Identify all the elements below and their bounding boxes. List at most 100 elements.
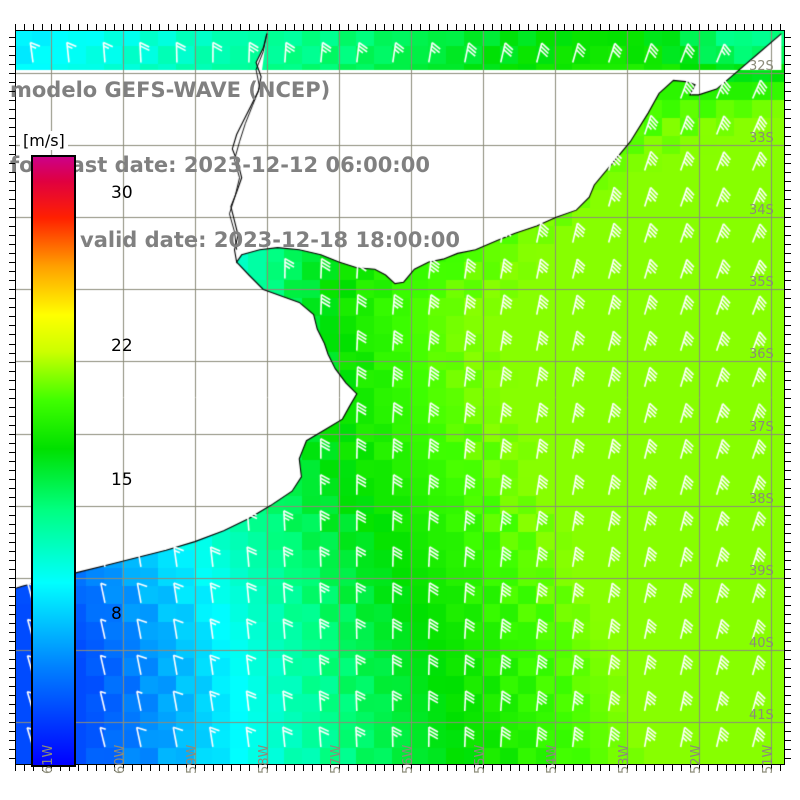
axis-tick	[428, 765, 430, 771]
axis-tick	[9, 667, 15, 669]
lat-axis-label: 38S	[749, 491, 774, 507]
axis-tick	[9, 721, 15, 723]
axis-tick	[374, 24, 376, 30]
axis-tick	[785, 721, 791, 723]
axis-tick	[785, 550, 791, 552]
axis-tick	[9, 424, 15, 426]
axis-tick	[194, 765, 196, 771]
axis-tick	[590, 24, 592, 30]
axis-tick	[707, 24, 709, 30]
axis-tick	[785, 622, 791, 624]
axis-tick	[455, 765, 457, 771]
axis-tick	[785, 451, 791, 453]
axis-tick	[785, 361, 791, 363]
axis-tick	[9, 118, 15, 120]
axis-tick	[785, 82, 791, 84]
axis-tick	[9, 703, 15, 705]
axis-tick	[9, 55, 15, 57]
axis-tick	[87, 765, 88, 771]
colorbar-units-label: [m/s]	[20, 131, 68, 150]
axis-tick	[9, 163, 15, 165]
axis-tick	[9, 361, 15, 363]
axis-tick	[140, 765, 142, 771]
map-plot-area[interactable]	[15, 30, 785, 765]
lon-axis-label: 55W	[472, 744, 488, 774]
axis-tick	[689, 765, 691, 771]
lon-axis-label: 60W	[112, 744, 128, 774]
axis-tick	[572, 765, 574, 771]
axis-tick	[356, 765, 358, 771]
axis-tick	[9, 334, 15, 336]
axis-tick	[60, 765, 61, 771]
axis-tick	[33, 24, 34, 30]
axis-tick	[365, 765, 367, 771]
axis-tick	[527, 24, 529, 30]
axis-tick	[734, 765, 736, 771]
axis-tick	[9, 559, 15, 561]
title-model: modelo GEFS-WAVE (NCEP)	[10, 78, 331, 102]
axis-tick	[60, 24, 61, 30]
lat-axis-label: 40S	[749, 635, 774, 651]
axis-tick	[9, 37, 15, 39]
axis-tick	[785, 568, 791, 570]
axis-tick	[428, 24, 430, 30]
axis-tick	[446, 765, 448, 771]
colorbar-tick-label: 8	[111, 604, 122, 624]
axis-tick	[419, 24, 421, 30]
axis-tick	[644, 24, 646, 30]
axis-tick	[9, 316, 15, 318]
axis-tick	[473, 765, 475, 771]
axis-tick	[9, 262, 15, 264]
axis-tick	[785, 37, 791, 39]
axis-tick	[284, 765, 286, 771]
colorbar-tick-label: 15	[111, 470, 133, 491]
axis-tick	[779, 24, 781, 30]
axis-tick	[9, 478, 15, 480]
axis-tick	[785, 505, 791, 507]
axis-tick	[785, 199, 791, 201]
axis-tick	[9, 298, 15, 300]
axis-tick	[689, 24, 691, 30]
axis-tick	[785, 487, 791, 489]
axis-tick	[545, 24, 547, 30]
axis-tick	[9, 757, 15, 759]
axis-tick	[87, 24, 88, 30]
axis-tick	[9, 235, 15, 237]
axis-tick	[581, 24, 583, 30]
axis-tick	[785, 406, 791, 408]
colorbar-gradient[interactable]	[31, 155, 76, 767]
axis-tick	[785, 262, 791, 264]
axis-tick	[131, 765, 133, 771]
axis-tick	[752, 24, 754, 30]
axis-tick	[518, 765, 520, 771]
axis-tick	[455, 24, 457, 30]
axis-tick	[9, 127, 15, 129]
axis-tick	[644, 765, 646, 771]
axis-tick	[9, 253, 15, 255]
axis-tick	[785, 100, 791, 102]
axis-tick	[725, 765, 727, 771]
axis-tick	[9, 550, 15, 552]
axis-tick	[698, 765, 700, 771]
axis-tick	[9, 730, 15, 732]
axis-tick	[9, 397, 15, 399]
axis-tick	[275, 765, 277, 771]
axis-tick	[785, 226, 791, 228]
axis-tick	[554, 765, 556, 771]
axis-tick	[9, 46, 15, 48]
axis-tick	[203, 24, 205, 30]
wind-speed-field-canvas[interactable]	[15, 30, 785, 765]
colorbar[interactable]: 30 22 15 8	[31, 155, 133, 767]
axis-tick	[680, 765, 682, 771]
axis-tick	[383, 765, 385, 771]
axis-tick	[9, 325, 15, 327]
axis-tick	[105, 24, 106, 30]
axis-tick	[785, 460, 791, 462]
axis-tick	[9, 613, 15, 615]
axis-tick	[785, 730, 791, 732]
axis-tick	[356, 24, 358, 30]
axis-tick	[9, 271, 15, 273]
axis-tick	[785, 46, 791, 48]
axis-tick	[9, 577, 15, 579]
axis-tick	[779, 765, 781, 771]
